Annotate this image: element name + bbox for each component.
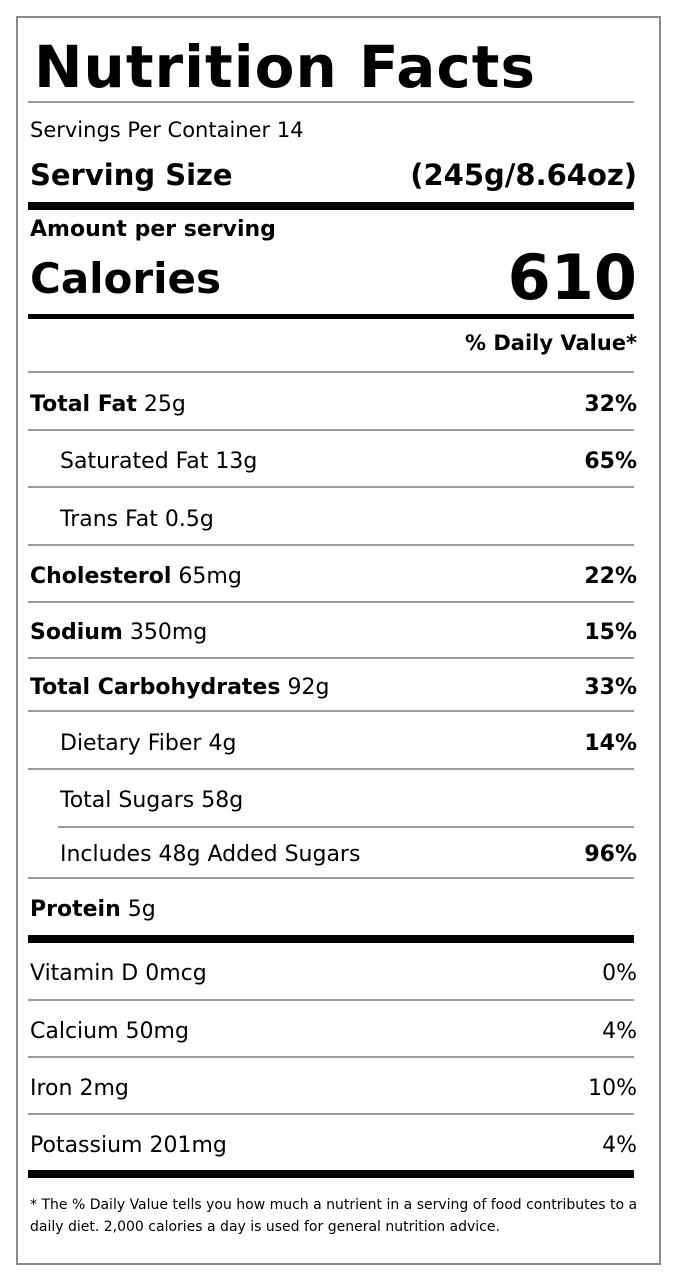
divider (28, 486, 634, 488)
nutrient-row-cholesterol: Cholesterol 65mg 22% (30, 562, 637, 592)
divider (58, 826, 634, 828)
divider (28, 1113, 634, 1115)
nutrient-name: Calcium 50mg (30, 1019, 189, 1044)
nutrition-facts-label: Nutrition Facts Servings Per Container 1… (16, 16, 661, 1265)
calories-value: 610 (507, 241, 637, 314)
nutrient-amount: 25g (136, 392, 186, 417)
vitamin-row-calcium: Calcium 50mg 4% (30, 1017, 637, 1047)
nutrient-amount: 65mg (171, 564, 242, 589)
divider (28, 544, 634, 546)
nutrient-name: Iron 2mg (30, 1076, 129, 1101)
nutrient-row-dietary-fiber: Dietary Fiber 4g 14% (60, 729, 637, 759)
nutrient-row-trans-fat: Trans Fat 0.5g (60, 505, 637, 535)
divider (28, 877, 634, 879)
divider (28, 601, 634, 603)
thick-divider (28, 1170, 634, 1178)
divider (28, 999, 634, 1001)
nutrient-name: Total Carbohydrates (30, 675, 281, 700)
nutrient-name: Protein (30, 897, 121, 922)
label-title: Nutrition Facts (34, 33, 536, 101)
divider (28, 429, 634, 431)
nutrient-name: Saturated Fat 13g (60, 449, 258, 474)
daily-value-percent: 65% (584, 449, 637, 474)
daily-value-percent: 4% (602, 1019, 637, 1044)
nutrient-name: Vitamin D 0mcg (30, 961, 207, 986)
nutrient-name: Total Fat (30, 392, 137, 417)
daily-value-percent: 0% (602, 961, 637, 986)
daily-value-header: % Daily Value* (465, 331, 637, 355)
serving-size-value: (245g/8.64oz) (410, 158, 637, 192)
daily-value-percent: 15% (584, 620, 637, 645)
divider (28, 1056, 634, 1058)
nutrient-name: Dietary Fiber 4g (60, 731, 237, 756)
nutrient-row-protein: Protein 5g (30, 895, 637, 925)
nutrient-name: Potassium 201mg (30, 1133, 227, 1158)
daily-value-percent: 14% (584, 731, 637, 756)
daily-value-percent: 33% (584, 675, 637, 700)
nutrient-row-added-sugars: Includes 48g Added Sugars 96% (60, 840, 637, 870)
divider (28, 768, 634, 770)
daily-value-percent: 4% (602, 1133, 637, 1158)
nutrient-amount: 5g (120, 897, 156, 922)
daily-value-percent: 96% (584, 842, 637, 867)
daily-value-percent: 32% (584, 392, 637, 417)
daily-value-footnote: * The % Daily Value tells you how much a… (30, 1197, 638, 1235)
daily-value-percent: 10% (588, 1076, 637, 1101)
servings-per-container: Servings Per Container 14 (30, 118, 304, 142)
medium-divider (28, 314, 634, 319)
nutrient-row-total-fat: Total Fat 25g 32% (30, 390, 637, 420)
vitamin-row-vitamin-d: Vitamin D 0mcg 0% (30, 959, 637, 989)
nutrient-amount: 92g (280, 675, 330, 700)
nutrient-row-total-sugars: Total Sugars 58g (60, 786, 637, 816)
thick-divider (28, 202, 634, 210)
divider (28, 657, 634, 659)
serving-size-label: Serving Size (30, 158, 233, 192)
calories-label: Calories (30, 254, 222, 303)
nutrient-row-saturated-fat: Saturated Fat 13g 65% (60, 447, 637, 477)
nutrient-name: Cholesterol (30, 564, 172, 589)
divider (28, 101, 634, 103)
nutrient-name: Sodium (30, 620, 123, 645)
daily-value-percent: 22% (584, 564, 637, 589)
nutrient-row-total-carbohydrates: Total Carbohydrates 92g 33% (30, 673, 637, 703)
vitamin-row-potassium: Potassium 201mg 4% (30, 1131, 637, 1161)
thick-divider (28, 935, 634, 943)
nutrient-row-sodium: Sodium 350mg 15% (30, 618, 637, 648)
nutrient-name: Trans Fat 0.5g (60, 507, 214, 532)
vitamin-row-iron: Iron 2mg 10% (30, 1074, 637, 1104)
divider (28, 710, 634, 712)
nutrient-amount: 350mg (122, 620, 208, 645)
nutrient-name: Total Sugars 58g (60, 788, 244, 813)
nutrient-name: Includes 48g Added Sugars (60, 842, 361, 867)
amount-per-serving: Amount per serving (30, 217, 276, 242)
divider (28, 371, 634, 373)
